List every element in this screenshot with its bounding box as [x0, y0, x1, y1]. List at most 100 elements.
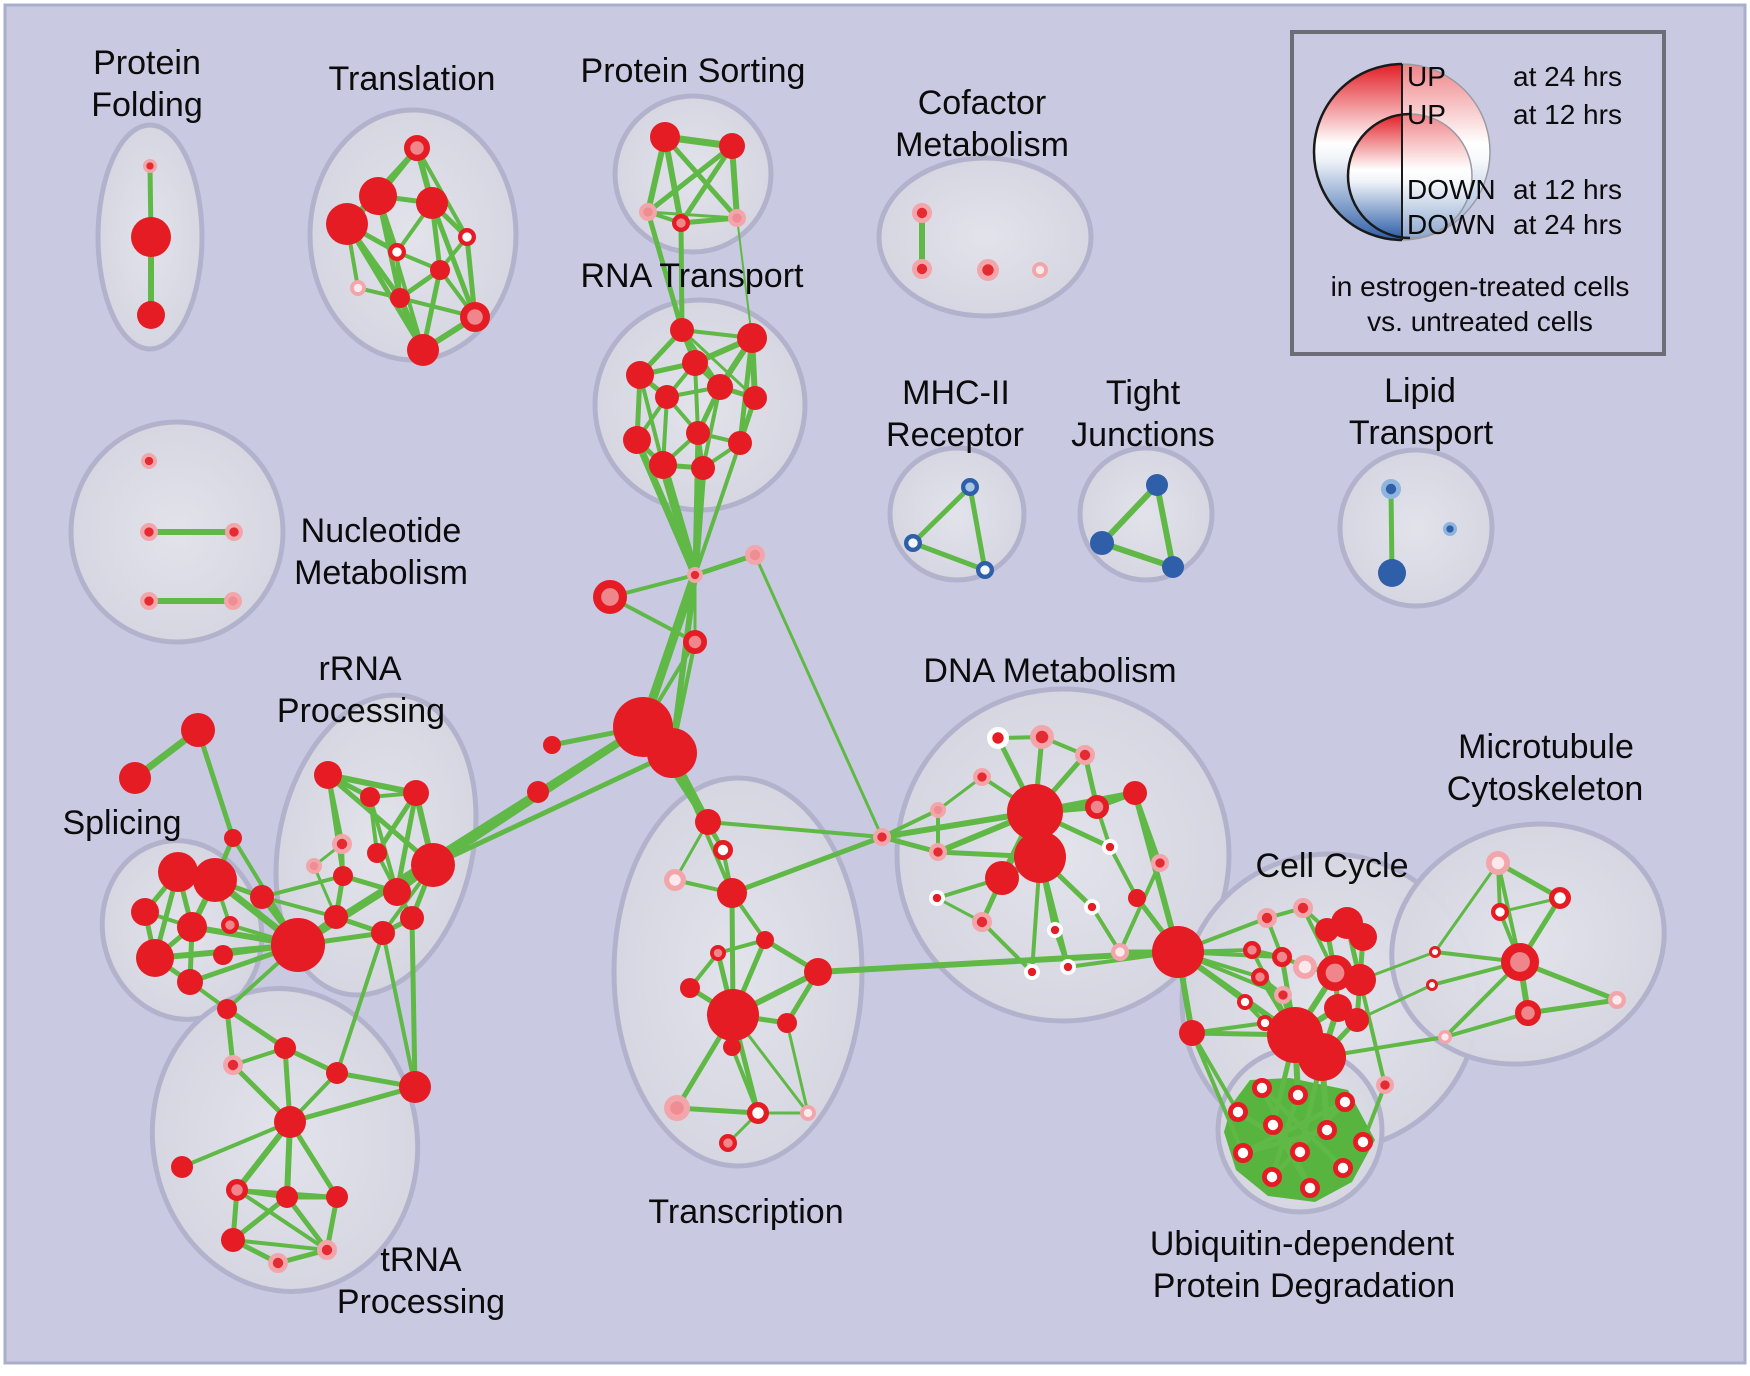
node-d20 [1111, 942, 1130, 961]
cluster-label-lipid-transport-line2: Transport [1349, 414, 1494, 452]
edge [195, 727, 236, 841]
node-u7 [1353, 1132, 1374, 1153]
node-c2 [912, 258, 933, 279]
node-r11 [649, 451, 677, 479]
edge [335, 931, 385, 1075]
edge [409, 915, 418, 1090]
node-tr15 [718, 1134, 737, 1153]
node-tr13 [747, 1102, 770, 1125]
node-u12 [1300, 1178, 1321, 1199]
cluster-label-trna-processing-line1: tRNA [380, 1241, 462, 1279]
edge [1190, 1031, 1245, 1155]
node-l1 [1381, 478, 1402, 499]
node-ps1 [650, 122, 680, 152]
node-rr11 [411, 843, 455, 887]
node-t10 [460, 302, 491, 333]
node-sp10 [250, 885, 274, 909]
legend-time-4: at 24 hrs [1513, 209, 1622, 240]
cluster-label-microtubule-cytoskeleton-line1: Microtubule [1458, 728, 1634, 766]
edge [1099, 482, 1160, 546]
node-t7 [430, 260, 450, 280]
edge [753, 553, 884, 839]
node-tn4 [399, 1071, 431, 1103]
node-tn7 [276, 1186, 298, 1208]
node-pf2 [131, 217, 171, 257]
node-rr5 [306, 857, 323, 874]
node-tj3 [1162, 556, 1184, 578]
edge [645, 209, 685, 333]
node-c4 [1032, 262, 1049, 279]
node-r8 [686, 421, 710, 445]
node-j4 [683, 630, 708, 655]
edge [260, 895, 338, 919]
legend-footer-line2: vs. untreated cells [1367, 306, 1593, 337]
node-d3 [1075, 745, 1096, 766]
cluster-label-protein-folding-line2: Folding [91, 86, 203, 124]
node-cy16 [1298, 1033, 1346, 1081]
cluster-label-protein-folding-line1: Protein [93, 44, 201, 82]
node-pf1 [142, 158, 157, 173]
edge [1240, 1099, 1348, 1156]
node-n4 [140, 591, 159, 610]
node-mt6 [1426, 979, 1438, 991]
edge [680, 328, 757, 400]
node-u6 [1317, 1120, 1338, 1141]
cluster-label-rrna-processing-line2: Processing [277, 692, 445, 730]
node-tn8 [326, 1186, 348, 1208]
edge [736, 217, 753, 339]
node-r12 [691, 456, 715, 480]
legend-outer-right-outline [1401, 63, 1491, 241]
node-t8 [350, 280, 367, 297]
node-sp1 [158, 852, 198, 892]
edge [693, 441, 742, 577]
edge [1443, 1011, 1530, 1039]
node-r3 [682, 350, 708, 376]
edge [678, 143, 735, 226]
node-d13 [1102, 838, 1119, 855]
legend-right-half-fade [1402, 64, 1490, 240]
node-n5 [224, 591, 243, 610]
cluster-label-mhc-ii-receptor-line2: Receptor [886, 416, 1024, 454]
node-d17 [1047, 921, 1064, 938]
node-m3 [975, 560, 994, 579]
node-sp7 [177, 969, 203, 995]
node-tr3 [664, 869, 687, 892]
node-d9 [1014, 831, 1066, 883]
node-cy10 [1344, 964, 1376, 996]
node-tn2 [274, 1037, 296, 1059]
node-cy6 [1243, 940, 1262, 959]
legend-direction-2: UP [1407, 99, 1446, 130]
edge [980, 920, 1034, 974]
node-mt1 [1486, 851, 1511, 876]
cluster-label-nucleotide-metabolism-line1: Nucleotide [301, 512, 462, 550]
edge [1388, 486, 1395, 576]
node-mt8 [1608, 990, 1627, 1009]
cluster-label-nucleotide-metabolism-line2: Metabolism [294, 554, 468, 592]
node-tn1 [222, 1055, 243, 1076]
edge [730, 1045, 760, 1115]
cluster-label-translation: Translation [329, 60, 496, 98]
edge [910, 484, 973, 546]
legend-inner-right-outline [1409, 113, 1473, 239]
node-tr11 [777, 1013, 797, 1033]
cluster-label-ubiquitin-line2: Protein Degradation [1153, 1267, 1455, 1305]
node-sp6 [136, 939, 174, 977]
node-t6 [388, 243, 407, 262]
node-t2 [359, 177, 397, 215]
node-m1 [960, 478, 979, 497]
cluster-label-protein-sorting: Protein Sorting [581, 52, 806, 90]
node-st3 [224, 829, 242, 847]
node-mt2 [1549, 887, 1572, 910]
legend-inner-left-outline [1346, 112, 1411, 240]
cluster-label-transcription: Transcription [648, 1193, 843, 1231]
node-c1 [912, 202, 933, 223]
node-tr14 [799, 1105, 816, 1122]
cluster-ellipse-trna-processing [149, 986, 421, 1294]
node-sp5 [221, 915, 240, 934]
cluster-labels: Protein Folding Translation Protein Sorting… [62, 44, 1643, 1321]
node-sp2 [193, 858, 237, 902]
node-r7 [743, 386, 767, 410]
node-mt3 [1491, 902, 1510, 921]
node-cy18 [1345, 1008, 1369, 1032]
edge [1154, 482, 1176, 570]
